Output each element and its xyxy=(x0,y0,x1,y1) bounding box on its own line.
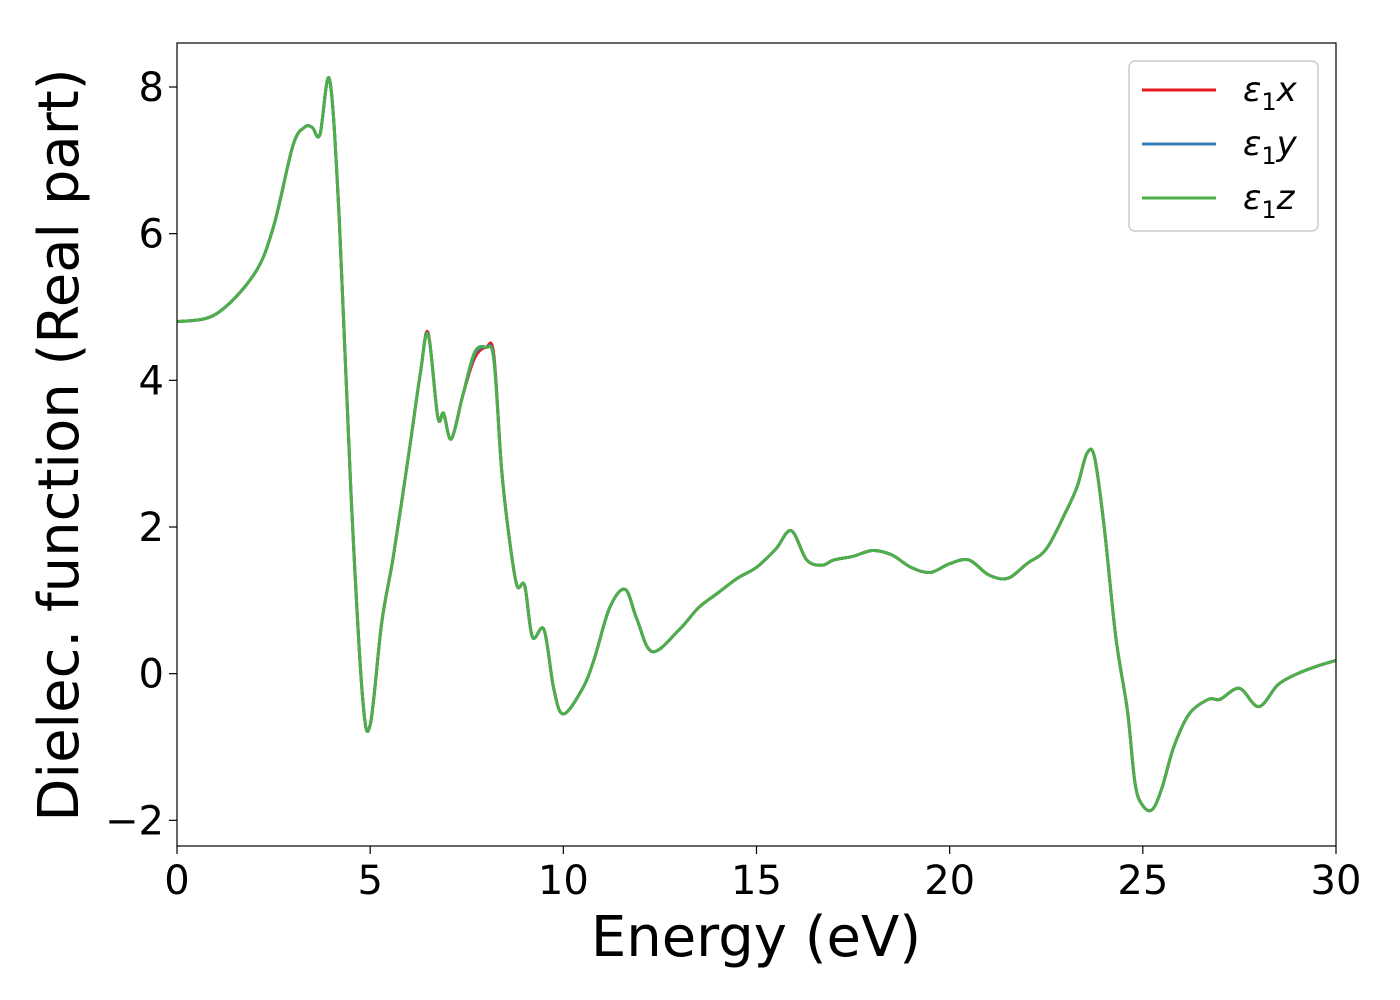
legend-variable: y xyxy=(1276,124,1298,164)
legend-variable: x xyxy=(1276,70,1298,110)
legend-label-0: ε1x xyxy=(1243,70,1298,116)
series-line-2 xyxy=(177,76,1336,813)
y-axis: −2 0 2 4 6 8 xyxy=(105,65,177,844)
legend-subscript: 1 xyxy=(1261,88,1276,116)
legend-variable: z xyxy=(1276,178,1296,218)
x-axis-label: Energy (eV) xyxy=(591,905,921,970)
x-tick-label: 25 xyxy=(1117,858,1168,904)
y-tick-label: −2 xyxy=(105,798,164,844)
x-tick-label: 15 xyxy=(731,858,782,904)
series-layer xyxy=(177,76,1336,813)
legend-label-2: ε1z xyxy=(1243,178,1296,224)
legend-subscript: 1 xyxy=(1261,142,1276,170)
y-tick-label: 6 xyxy=(139,212,164,258)
legend-symbol: ε xyxy=(1243,70,1261,110)
legend-symbol: ε xyxy=(1243,178,1261,218)
x-tick-label: 10 xyxy=(538,858,589,904)
y-tick-label: 8 xyxy=(139,65,164,111)
legend-symbol: ε xyxy=(1243,124,1261,164)
y-tick-label: 2 xyxy=(139,505,164,551)
x-tick-label: 5 xyxy=(357,858,382,904)
legend-frame xyxy=(1128,60,1319,232)
x-axis: 0 5 10 15 20 25 30 xyxy=(164,846,1361,904)
legend-subscript: 1 xyxy=(1261,196,1276,224)
x-tick-label: 20 xyxy=(924,858,975,904)
x-tick-label: 30 xyxy=(1311,858,1362,904)
y-axis-label: Dielec. function (Real part) xyxy=(27,68,92,821)
y-tick-label: 0 xyxy=(139,652,164,698)
legend-label-1: ε1y xyxy=(1243,124,1298,170)
y-tick-label: 4 xyxy=(139,358,164,404)
x-tick-label: 0 xyxy=(164,858,189,904)
